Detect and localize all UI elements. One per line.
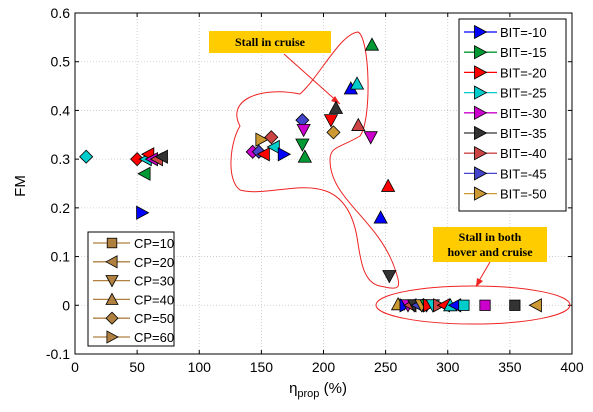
data-point (154, 149, 168, 164)
stall-in-cruise-arrow (283, 53, 341, 105)
data-point (364, 37, 380, 51)
x-axis-label-sub: prop (297, 388, 319, 400)
stall-both-label-line1: Stall in both (459, 230, 522, 244)
data-point (380, 178, 396, 192)
y-axis-label: FM (12, 175, 29, 197)
cp-legend-label: CP=60 (134, 330, 174, 345)
y-tick-label: -0.1 (46, 346, 70, 362)
data-point (277, 147, 292, 162)
data-point (295, 138, 310, 152)
stall-both-label-line2: hover and cruise (447, 245, 533, 259)
y-tick-label: 0 (62, 297, 70, 313)
x-tick-label: 100 (188, 359, 212, 375)
bit-legend-items: BIT=-10 BIT=-15 BIT=-20 BIT=-25 BIT=-30 BIT=-… (464, 24, 547, 202)
y-tick-label: 0.3 (51, 151, 71, 167)
bit-legend-label: BIT=-50 (500, 187, 547, 202)
data-point (130, 152, 145, 167)
x-axis-label-main: η (289, 380, 297, 397)
y-tick-label: 0.4 (51, 102, 71, 118)
x-tick-label: 200 (312, 359, 336, 375)
data-point (297, 149, 313, 163)
data-point (479, 299, 491, 311)
stall-in-cruise-arrowhead (331, 96, 340, 104)
cp-legend-label: CP=20 (134, 255, 174, 270)
data-point (363, 131, 378, 145)
data-point (382, 270, 397, 284)
bit-legend-label: BIT=-10 (500, 25, 547, 40)
bit-legend-label: BIT=-30 (500, 106, 547, 121)
data-point (373, 210, 388, 224)
x-tick-label: 350 (498, 359, 522, 375)
bit-legend-label: BIT=-15 (500, 45, 547, 60)
data-point (266, 139, 280, 155)
x-tick-label: 400 (560, 359, 584, 375)
data-point (256, 147, 270, 162)
bit-legend-label: BIT=-20 (500, 65, 547, 80)
x-axis-label: ηprop (%) (289, 380, 347, 400)
data-point (528, 298, 542, 313)
cp-legend (87, 231, 175, 347)
x-tick-label: 0 (71, 359, 79, 375)
bit-legend-marker (474, 166, 488, 181)
data-point (137, 166, 151, 181)
bit-legend-label: BIT=-45 (500, 166, 547, 181)
bit-legend-marker (474, 125, 488, 141)
axis-ticks: 0 50 100 150 200 250 300 350 400-0.100.10.20.30.… (46, 5, 584, 375)
data-point (326, 125, 341, 140)
stall-both-box (433, 227, 547, 262)
data-point (328, 100, 344, 114)
cp-legend-marker (106, 330, 119, 344)
bit-legend-marker (474, 85, 488, 100)
data-points (79, 37, 542, 313)
bit-legend-marker (474, 186, 488, 201)
cp-legend-marker (105, 255, 118, 269)
y-tick-label: 0.5 (51, 54, 71, 70)
cp-legend-marker (105, 275, 119, 288)
bit-legend-marker (474, 45, 488, 60)
x-tick-label: 50 (129, 359, 145, 375)
cp-legend-label: CP=30 (134, 274, 174, 289)
stall-in-cruise-box (209, 31, 331, 53)
cp-legend-items: CP=10 CP=20 CP=30 CP=40 CP=50 CP=60 (93, 236, 174, 345)
data-point (255, 132, 269, 147)
data-point (458, 299, 470, 311)
x-tick-label: 150 (250, 359, 274, 375)
stall-in-cruise-region (230, 31, 400, 289)
bit-legend-marker (474, 65, 488, 80)
cp-legend-label: CP=40 (134, 292, 174, 307)
data-point (296, 123, 311, 138)
bit-legend-marker (474, 105, 488, 120)
data-point (79, 149, 94, 164)
stall-both-arrowhead (476, 278, 483, 287)
x-tick-label: 300 (436, 359, 460, 375)
data-point (136, 205, 150, 220)
x-tick-label: 250 (374, 359, 398, 375)
bit-legend-marker (474, 24, 488, 40)
cp-legend-marker (105, 292, 119, 305)
cp-legend-label: CP=10 (134, 236, 174, 251)
data-point (323, 114, 339, 128)
y-tick-label: 0.2 (51, 200, 71, 216)
data-point (351, 117, 366, 131)
stall-in-cruise-label: Stall in cruise (235, 35, 306, 49)
cp-legend-marker (106, 237, 118, 249)
bit-legend-label: BIT=-40 (500, 146, 547, 161)
y-tick-label: 0.6 (51, 5, 71, 21)
x-axis-label-unit: (%) (319, 380, 347, 397)
stall-both-region (375, 285, 571, 325)
bit-legend-marker (474, 146, 488, 161)
bit-legend-label: BIT=-35 (500, 126, 547, 141)
data-point (264, 130, 279, 145)
cp-legend-label: CP=50 (134, 311, 174, 326)
cp-legend-marker (105, 311, 119, 325)
data-point (349, 76, 365, 90)
bit-legend-label: BIT=-25 (500, 86, 547, 101)
y-tick-label: 0.1 (51, 249, 71, 265)
data-point (509, 299, 521, 311)
